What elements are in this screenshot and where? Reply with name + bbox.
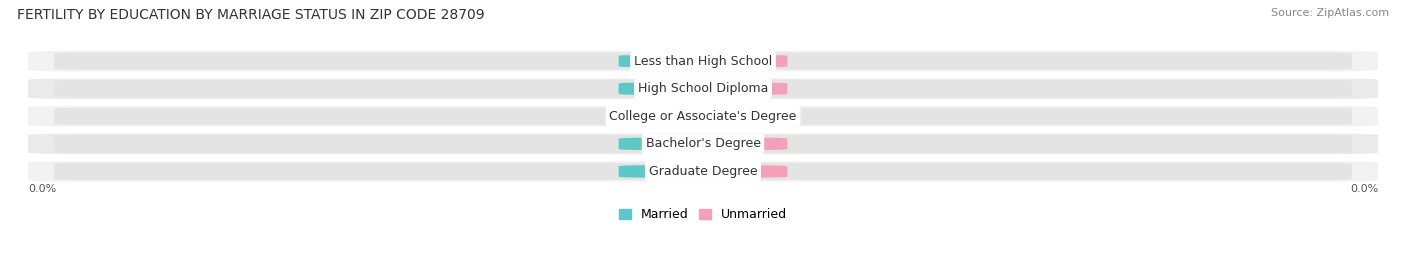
FancyBboxPatch shape <box>28 79 1378 99</box>
Text: Less than High School: Less than High School <box>634 55 772 68</box>
Text: 0.0%: 0.0% <box>730 139 761 149</box>
Text: 0.0%: 0.0% <box>645 139 676 149</box>
FancyBboxPatch shape <box>619 138 703 150</box>
FancyBboxPatch shape <box>703 83 787 95</box>
Text: 0.0%: 0.0% <box>730 166 761 176</box>
FancyBboxPatch shape <box>53 108 703 125</box>
Text: Graduate Degree: Graduate Degree <box>648 165 758 178</box>
FancyBboxPatch shape <box>703 53 1353 70</box>
Text: 0.0%: 0.0% <box>645 84 676 94</box>
FancyBboxPatch shape <box>619 110 703 122</box>
Text: 0.0%: 0.0% <box>730 84 761 94</box>
FancyBboxPatch shape <box>703 163 1353 180</box>
FancyBboxPatch shape <box>619 165 703 178</box>
Text: 0.0%: 0.0% <box>28 184 56 193</box>
Text: 0.0%: 0.0% <box>730 56 761 66</box>
FancyBboxPatch shape <box>619 83 703 95</box>
Text: College or Associate's Degree: College or Associate's Degree <box>609 110 797 123</box>
Text: 0.0%: 0.0% <box>730 111 761 121</box>
FancyBboxPatch shape <box>703 80 1353 97</box>
FancyBboxPatch shape <box>703 55 787 67</box>
Text: 0.0%: 0.0% <box>645 111 676 121</box>
FancyBboxPatch shape <box>28 51 1378 71</box>
FancyBboxPatch shape <box>53 163 703 180</box>
Text: FERTILITY BY EDUCATION BY MARRIAGE STATUS IN ZIP CODE 28709: FERTILITY BY EDUCATION BY MARRIAGE STATU… <box>17 8 485 22</box>
Text: 0.0%: 0.0% <box>1350 184 1378 193</box>
FancyBboxPatch shape <box>53 53 703 70</box>
Text: High School Diploma: High School Diploma <box>638 82 768 95</box>
Text: Source: ZipAtlas.com: Source: ZipAtlas.com <box>1271 8 1389 18</box>
FancyBboxPatch shape <box>28 106 1378 126</box>
FancyBboxPatch shape <box>703 135 1353 152</box>
FancyBboxPatch shape <box>53 135 703 152</box>
Text: 0.0%: 0.0% <box>645 166 676 176</box>
FancyBboxPatch shape <box>28 161 1378 182</box>
FancyBboxPatch shape <box>619 55 703 67</box>
FancyBboxPatch shape <box>703 108 1353 125</box>
Legend: Married, Unmarried: Married, Unmarried <box>613 203 793 226</box>
FancyBboxPatch shape <box>703 165 787 178</box>
Text: Bachelor's Degree: Bachelor's Degree <box>645 137 761 150</box>
Text: 0.0%: 0.0% <box>645 56 676 66</box>
FancyBboxPatch shape <box>703 138 787 150</box>
FancyBboxPatch shape <box>28 134 1378 154</box>
FancyBboxPatch shape <box>703 110 787 122</box>
FancyBboxPatch shape <box>53 80 703 97</box>
